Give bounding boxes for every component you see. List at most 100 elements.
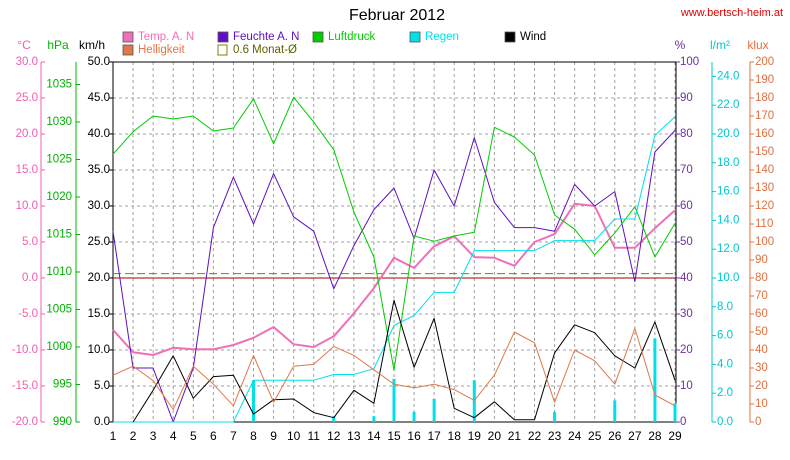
y-tick-label: 45.0 [88, 92, 110, 104]
y-tick-label: 0.0 [94, 416, 110, 428]
y-tick-label: 30.0 [88, 200, 110, 212]
x-tick-label: 24 [568, 429, 582, 443]
y-tick-label: 15.0 [16, 164, 38, 176]
legend-label: Helligkeit [138, 44, 185, 56]
chart-title: Februar 2012 [349, 7, 445, 24]
y-tick-label: 10.0 [88, 344, 110, 356]
x-tick-label: 15 [387, 429, 401, 443]
y-tick-label: 120 [755, 200, 774, 212]
y-tick-label: 0.0 [22, 272, 38, 284]
y-tick-label: 160 [755, 128, 774, 140]
x-tick-label: 16 [407, 429, 421, 443]
y-tick-label: 1005 [46, 304, 72, 316]
y-tick-label: 20 [755, 380, 768, 392]
y-tick-label: 20.0 [16, 128, 38, 140]
y-tick-label: 30.0 [16, 56, 38, 68]
legend-swatch [122, 31, 134, 43]
x-tick-label: 14 [367, 429, 381, 443]
legend-label: Feuchte A. N [233, 31, 299, 43]
x-tick-label: 6 [210, 429, 217, 443]
y-tick-label: 100 [755, 236, 774, 248]
legend-swatch [409, 31, 421, 43]
y-tick-label: 10 [755, 398, 768, 410]
y-tick-label: 0 [755, 416, 761, 428]
legend-swatch [122, 44, 134, 56]
y-tick-label: 14.0 [717, 214, 739, 226]
x-tick-label: 2 [130, 429, 137, 443]
x-tick-label: 17 [427, 429, 441, 443]
y-tick-label: 1020 [46, 191, 72, 203]
rain-bar [252, 380, 255, 422]
y-tick-label: 130 [755, 182, 774, 194]
y-tick-label: 50 [755, 326, 768, 338]
x-tick-label: 27 [628, 429, 642, 443]
y-tick-label: 24.0 [717, 70, 739, 82]
x-tick-label: 28 [648, 429, 662, 443]
x-tick-label: 21 [508, 429, 522, 443]
x-tick-label: 26 [608, 429, 622, 443]
x-tick-label: 23 [548, 429, 562, 443]
series-line [112, 202, 676, 356]
series-line [112, 130, 676, 423]
y-tick-label: 8.0 [717, 301, 733, 313]
y-tick-label: 35.0 [88, 164, 110, 176]
axis-unit: km/h [79, 38, 105, 52]
x-tick-label: 4 [170, 429, 177, 443]
x-tick-label: 22 [528, 429, 542, 443]
series-line [113, 116, 676, 423]
axis-unit: hPa [47, 38, 69, 52]
rain-bar [553, 411, 557, 422]
x-tick-label: 5 [190, 429, 197, 443]
y-tick-label: 1025 [46, 154, 72, 166]
y-tick-label: 20 [680, 344, 693, 356]
y-tick-label: 40.0 [88, 128, 110, 140]
y-tick-label: 10.0 [717, 272, 739, 284]
series-line [132, 299, 676, 423]
x-tick-label: 18 [448, 429, 462, 443]
y-tick-label: 995 [53, 379, 72, 391]
x-tick-label: 10 [287, 429, 301, 443]
y-tick-label: 1010 [46, 266, 72, 278]
y-tick-label: 20.0 [88, 272, 110, 284]
y-tick-label: -5.0 [18, 308, 38, 320]
y-tick-label: 150 [755, 146, 774, 158]
series-line [112, 96, 676, 371]
rain-bar [472, 380, 476, 422]
y-tick-label: 170 [755, 110, 774, 122]
y-tick-label: -15.0 [12, 380, 38, 392]
legend-label: Luftdruck [328, 31, 376, 43]
x-tick-label: 13 [347, 429, 361, 443]
y-tick-label: 5.0 [94, 380, 110, 392]
y-tick-label: 200 [755, 56, 774, 68]
y-tick-label: 20.0 [717, 128, 739, 140]
y-tick-label: 0.0 [717, 416, 733, 428]
rain-bar [613, 400, 617, 422]
y-tick-label: 2.0 [717, 387, 733, 399]
y-tick-label: 50 [680, 236, 693, 248]
y-tick-label: 50.0 [88, 56, 110, 68]
y-tick-label: 80 [755, 272, 768, 284]
x-tick-label: 8 [250, 429, 257, 443]
legend-label: 0.6 Monat-Ø [233, 44, 297, 56]
y-tick-label: 60 [755, 308, 768, 320]
x-tick-label: 3 [150, 429, 157, 443]
y-tick-label: 10 [680, 380, 693, 392]
y-tick-label: 990 [53, 416, 72, 428]
y-tick-label: 40 [755, 344, 768, 356]
y-tick-label: 22.0 [717, 99, 739, 111]
y-tick-label: -10.0 [12, 344, 38, 356]
axis-unit: klux [747, 38, 768, 52]
y-tick-label: 25.0 [16, 92, 38, 104]
y-tick-label: 100 [680, 56, 699, 68]
y-tick-label: 16.0 [717, 186, 739, 198]
rain-bar [653, 338, 657, 422]
rain-bar [432, 398, 436, 422]
source-link: www.bertsch-heim.at [680, 7, 783, 19]
rain-bar [673, 403, 677, 422]
y-tick-label: 10.0 [16, 200, 38, 212]
series-line [112, 327, 676, 410]
y-tick-label: 1035 [46, 79, 72, 91]
y-tick-label: 5.0 [22, 236, 38, 248]
